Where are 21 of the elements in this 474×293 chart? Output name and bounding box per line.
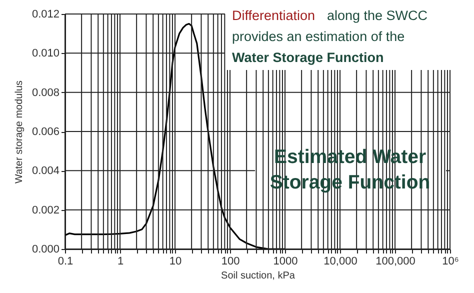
x-tick-label: 100 [221, 256, 240, 268]
y-tick-label: 0.004 [32, 165, 60, 178]
x-tick-label: 1000 [273, 256, 298, 268]
annotation: along the SWCC [327, 8, 428, 23]
x-axis-title: Soil suction, kPa [221, 270, 296, 282]
y-tick-label: 0.002 [32, 204, 60, 216]
x-tick-label: 10 [169, 256, 182, 268]
annotation: Water Storage Function [232, 50, 384, 65]
x-tick-label: 100,000 [376, 256, 416, 268]
annotation: provides an estimation of the [232, 29, 405, 44]
y-tick-label: 0.012 [32, 8, 60, 20]
y-tick-label: 0.010 [32, 48, 60, 60]
y-tick-label: 0.008 [32, 86, 60, 99]
y-axis-title: Water storage modulus [14, 80, 25, 184]
annotation: Differentiation [232, 8, 316, 23]
x-tick-label: 0.1 [58, 256, 74, 268]
x-tick-label: 10,000 [324, 256, 358, 268]
y-tick-label: 0.006 [32, 126, 60, 138]
y-tick-label: 0.000 [32, 244, 60, 256]
x-tick-label: 10⁶ [442, 256, 459, 268]
x-tick-label: 1 [117, 256, 124, 268]
